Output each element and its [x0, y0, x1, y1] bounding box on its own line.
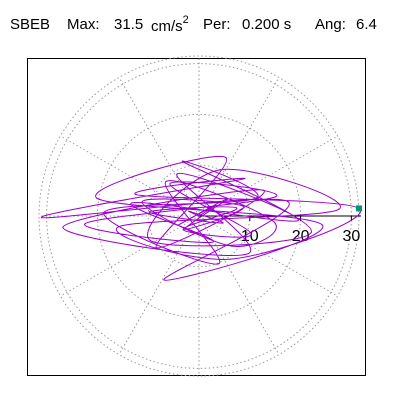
trace-point-0-45: [188, 210, 190, 213]
trace-point-0-1: [214, 204, 216, 206]
trace-point-0-12: [256, 197, 258, 199]
max-unit: cm/s2: [151, 14, 189, 35]
grid-spoke-11: [198, 215, 338, 297]
trace-point-0-10: [218, 263, 220, 265]
grid-spoke-10: [198, 215, 280, 355]
trace-point-0-30: [262, 189, 264, 191]
trace-point-0-7: [230, 245, 232, 247]
trace-point-0-11: [103, 211, 105, 214]
max-endpoint-marker: [356, 205, 362, 212]
trace-point-0-17: [338, 208, 340, 210]
max-unit-base: cm/s: [151, 18, 183, 35]
ang-label: Ang:: [315, 16, 346, 33]
grid-spoke-8: [118, 215, 200, 355]
trace-point-0-42: [235, 207, 238, 209]
trace-point-0-18: [118, 226, 120, 228]
ang-value: 6.4: [356, 16, 377, 33]
trace-point-0-43: [148, 211, 150, 213]
trace-point-0-37: [84, 223, 86, 225]
trace-point-0-40: [250, 233, 252, 235]
trace-point-0-36: [212, 241, 214, 243]
trace-point-0-4: [184, 228, 186, 230]
radial-tick-label-0: 10: [241, 228, 259, 245]
trace-point-0-5: [242, 205, 244, 207]
trace-point-0-2: [177, 224, 179, 226]
grid-spoke-5: [60, 135, 200, 217]
marker-layer: [356, 205, 362, 212]
trace-point-0-28: [225, 156, 227, 159]
per-value: 0.200 s: [242, 16, 292, 33]
chart-header: SBEB Max: 31.5 cm/s2 Per: 0.200 s Ang: 6…: [10, 14, 395, 40]
max-label: Max:: [67, 16, 100, 33]
trace-point-0-13: [182, 161, 184, 163]
trace-point-0-33: [176, 173, 178, 175]
trace-point-0-19: [229, 258, 231, 260]
trace-point-0-22: [243, 178, 245, 180]
trace-point-0-29: [155, 246, 157, 249]
trace-point-0-9: [165, 180, 167, 183]
trace-point-0-31: [62, 226, 64, 228]
radial-tick-label-2: 30: [342, 228, 360, 245]
max-unit-exponent: 2: [182, 14, 189, 26]
trace-point-0-46: [198, 215, 200, 217]
trace-point-0-8: [273, 221, 275, 223]
trace-point-0-35: [131, 202, 133, 204]
trace-point-0-6: [141, 201, 143, 203]
trace-point-0-39: [169, 182, 171, 185]
trace-point-0-14: [310, 231, 312, 233]
grid-spoke-7: [60, 215, 200, 297]
trace-point-0-27: [96, 197, 98, 199]
trace-point-0-16: [219, 169, 221, 171]
trace-point-0-21: [135, 194, 138, 196]
trace-point-0-32: [247, 252, 249, 255]
trace-point-0-3: [226, 198, 229, 200]
radial-tick-label-1: 20: [292, 228, 310, 245]
per-label: Per:: [203, 16, 231, 33]
max-value: 31.5: [114, 16, 144, 33]
trace-point-0-44: [221, 222, 223, 224]
grid-spoke-2: [198, 77, 280, 217]
trace-point-0-38: [275, 196, 277, 198]
trace-point-0-41: [182, 229, 184, 231]
trace-point-0-23: [40, 216, 43, 219]
trace-point-0-26: [321, 224, 324, 226]
trace-point-0-24: [286, 200, 288, 202]
station-code: SBEB: [10, 16, 51, 33]
trace-layer: [40, 156, 362, 281]
grid-spoke-4: [118, 77, 200, 217]
trace-series-0: [40, 156, 362, 281]
trace-point-0-15: [149, 239, 151, 241]
trace-point-0-25: [163, 279, 165, 281]
plot-frame: [27, 58, 366, 376]
trace-point-0-34: [297, 219, 299, 222]
